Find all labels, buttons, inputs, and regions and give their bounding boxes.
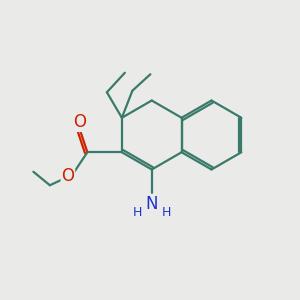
Text: O: O xyxy=(61,167,74,185)
Text: H: H xyxy=(161,206,171,220)
Text: O: O xyxy=(74,113,86,131)
Text: N: N xyxy=(146,195,158,213)
Text: H: H xyxy=(133,206,142,220)
